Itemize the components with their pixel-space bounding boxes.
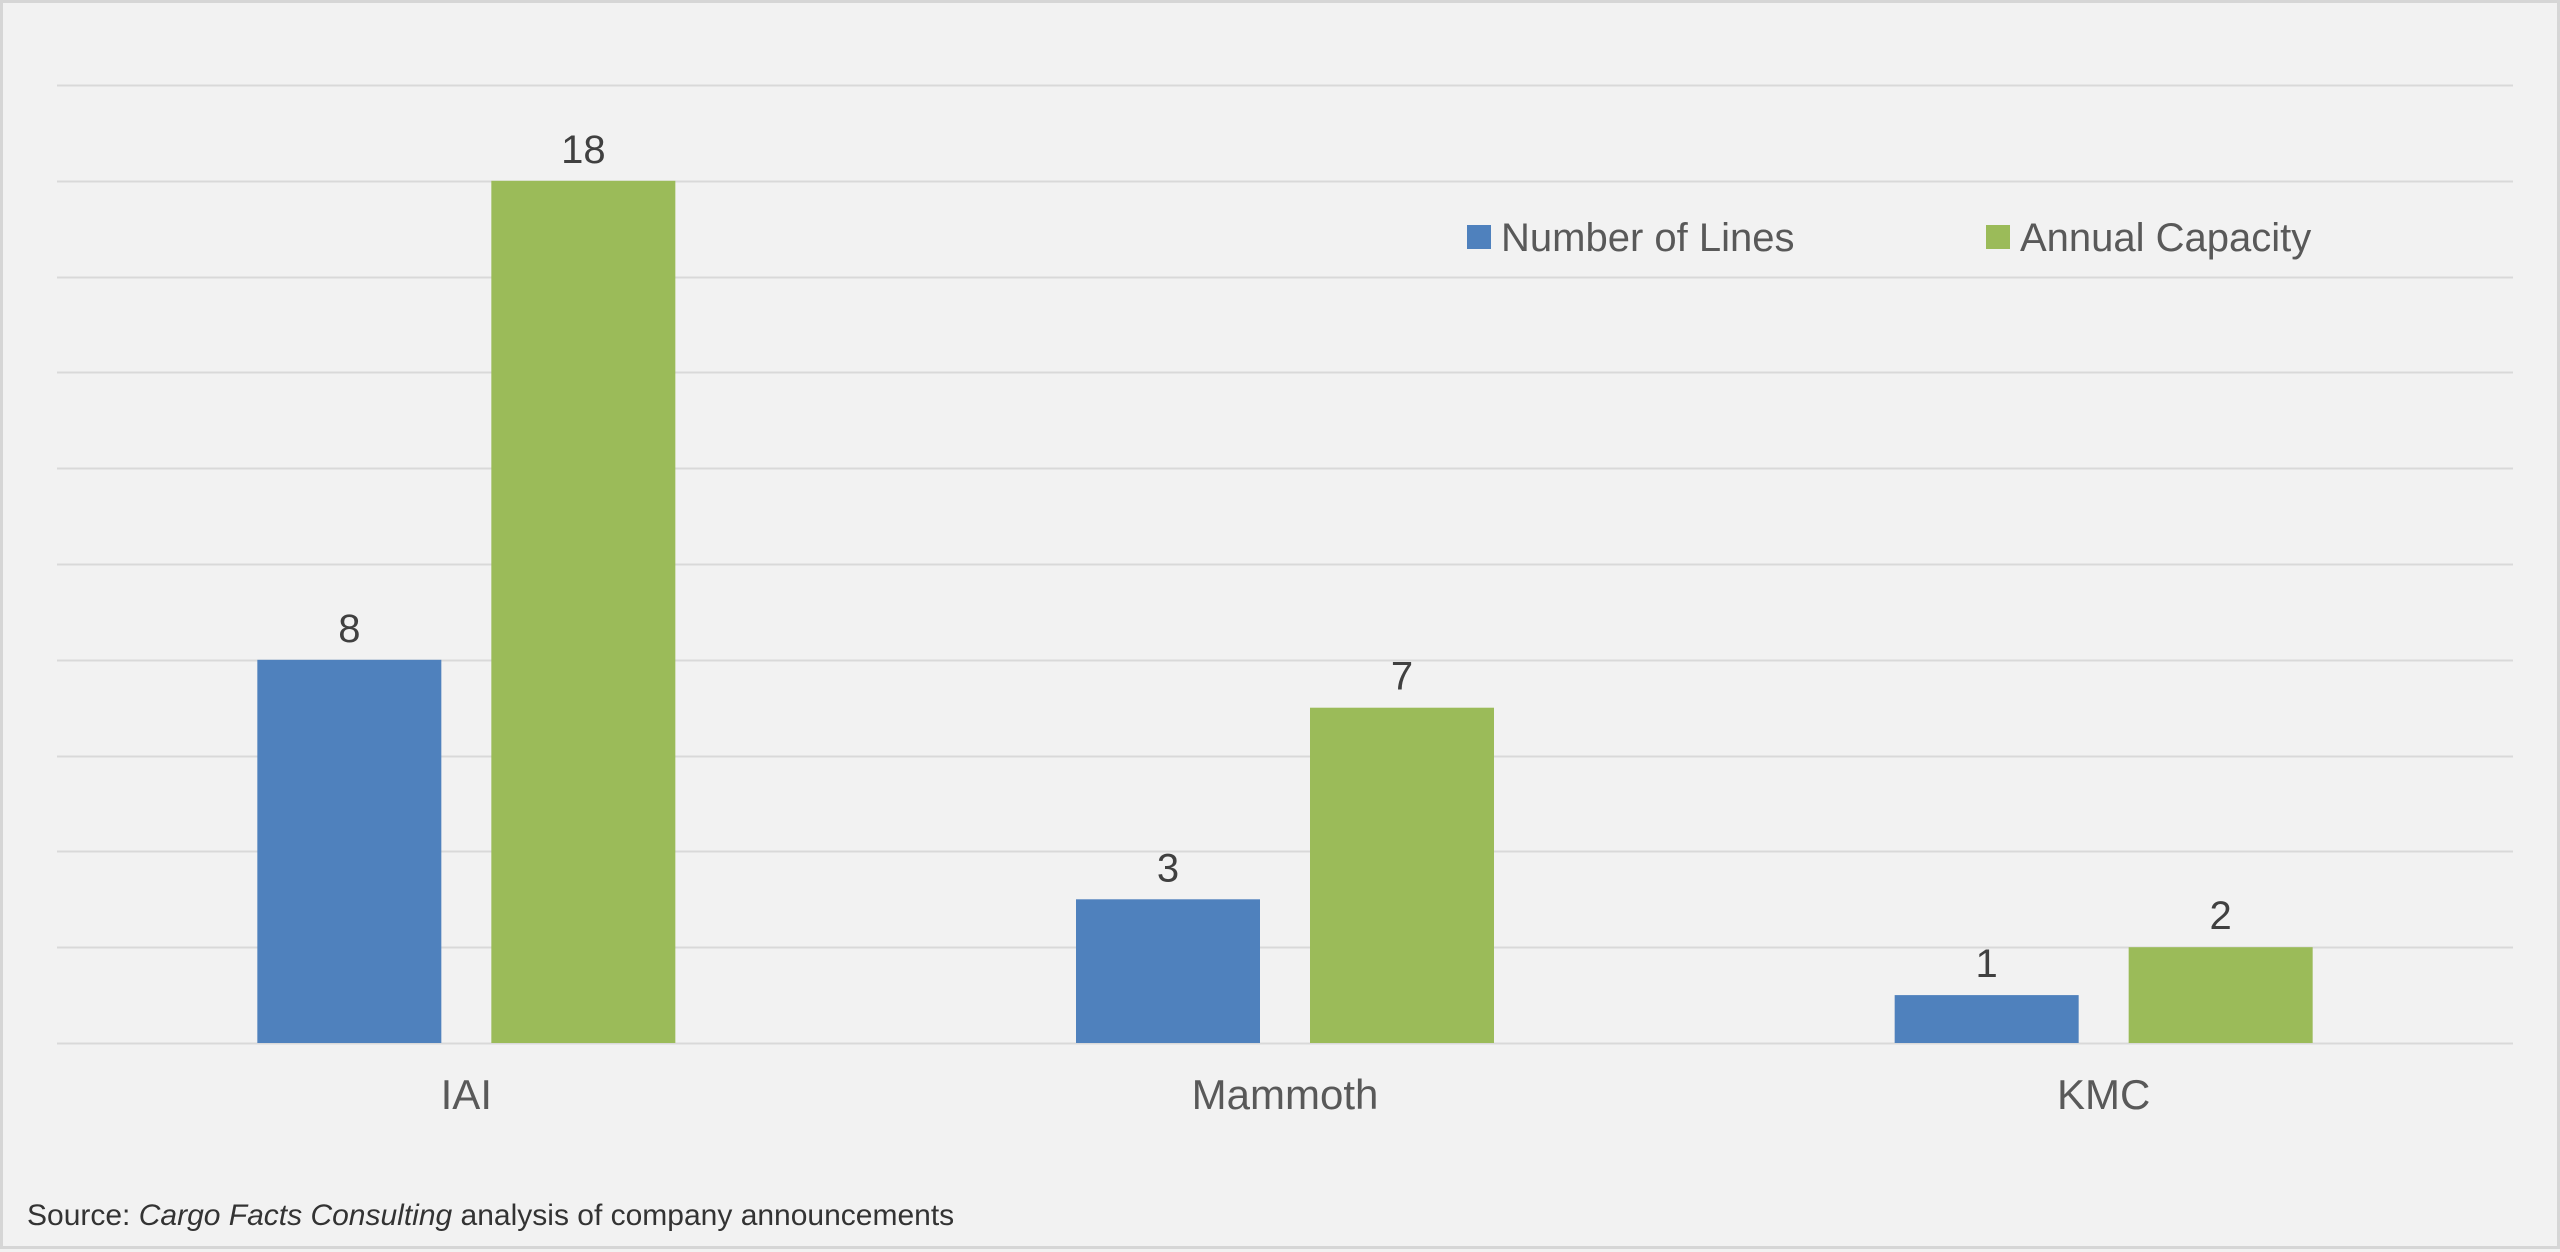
data-label-capacity-kmc: 2: [2210, 894, 2232, 938]
legend-swatch-capacity: [1986, 225, 2010, 249]
bar-lines-mammoth: [1076, 899, 1260, 1043]
category-labels: IAI Mammoth KMC: [441, 1071, 2151, 1118]
data-labels: 8 18 3 7 1 2: [338, 128, 2232, 986]
legend-label-capacity: Annual Capacity: [2020, 216, 2311, 260]
data-label-capacity-mammoth: 7: [1391, 655, 1413, 699]
source-prefix: Source:: [27, 1199, 139, 1232]
bar-chart: 8 18 3 7 1 2 IAI Mammoth KMC Number of Lines Ann…: [57, 84, 2513, 1118]
legend-label-lines: Number of Lines: [1501, 216, 1794, 260]
source-note: Source: Cargo Facts Consulting analysis …: [27, 1199, 954, 1233]
legend-swatch-lines: [1467, 225, 1491, 249]
gridlines: [57, 84, 2513, 1045]
bar-lines-kmc: [1894, 995, 2079, 1043]
source-italic: Cargo Facts Consulting: [138, 1199, 453, 1232]
category-label-kmc: KMC: [2057, 1071, 2150, 1118]
data-label-lines-kmc: 1: [1976, 942, 1998, 986]
category-label-iai: IAI: [441, 1071, 492, 1118]
data-label-lines-mammoth: 3: [1157, 846, 1179, 890]
data-label-capacity-iai: 18: [561, 128, 606, 172]
bar-capacity-kmc: [2128, 947, 2313, 1043]
bar-capacity-iai: [491, 180, 676, 1044]
legend: Number of Lines Annual Capacity: [1467, 216, 2311, 260]
bar-lines-iai: [257, 659, 442, 1043]
source-suffix: analysis of company announcements: [452, 1199, 955, 1232]
bars: [257, 180, 2313, 1044]
category-label-mammoth: Mammoth: [1192, 1071, 1379, 1118]
data-label-lines-iai: 8: [338, 607, 360, 651]
bar-capacity-mammoth: [1310, 707, 1494, 1043]
